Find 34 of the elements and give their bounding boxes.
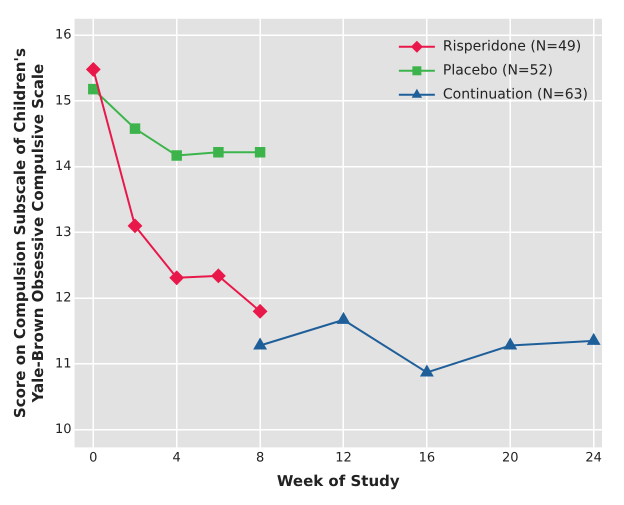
x-tick-label: 24	[585, 450, 602, 466]
x-axis-title: Week of Study	[276, 472, 400, 490]
point	[253, 304, 268, 318]
legend-label: Placebo (N=52)	[442, 62, 553, 78]
point	[86, 62, 100, 76]
point	[213, 147, 224, 158]
point	[254, 338, 266, 350]
y-tick-label: 13	[54, 224, 72, 240]
legend-label: Risperidone (N=49)	[442, 38, 582, 54]
point	[337, 312, 350, 324]
y-tick-label: 12	[54, 290, 72, 306]
x-tick-label: 8	[256, 450, 264, 466]
point	[170, 270, 184, 285]
x-tick-label: 20	[502, 450, 519, 466]
y-tick-label: 10	[54, 422, 72, 438]
point	[420, 365, 434, 376]
point	[128, 218, 142, 233]
point	[88, 84, 99, 94]
x-tick-label: 16	[418, 450, 436, 466]
legend-label: Continuation (N=63)	[442, 86, 588, 102]
y-tick-label: 14	[54, 159, 72, 174]
y-tick-label: 11	[54, 356, 72, 372]
y-tick-label: 16	[54, 28, 72, 43]
point	[211, 268, 226, 283]
point	[130, 123, 140, 134]
y-axis-title: Score on Compulsion Subscale of Children's Yale-Brown Obsessive Compulsive Scale	[10, 48, 47, 418]
x-tick-label: 0	[89, 450, 98, 466]
point	[504, 338, 516, 350]
y-tick-label: 15	[54, 93, 72, 108]
x-tick-label: 12	[335, 450, 352, 466]
point	[587, 334, 600, 345]
x-tick-label: 4	[172, 450, 181, 466]
point	[171, 150, 182, 161]
point	[254, 147, 266, 158]
